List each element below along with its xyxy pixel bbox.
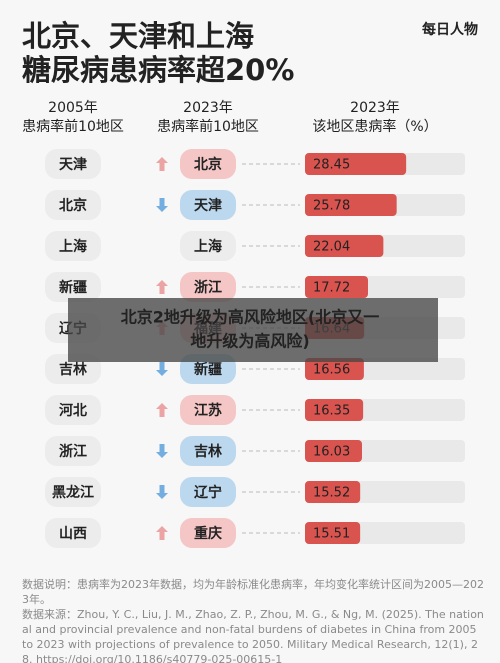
region-2023: 江苏 [194, 402, 222, 419]
change-arrow [156, 403, 168, 417]
footer-source: 数据来源：Zhou, Y. C., Liu, J. M., Zhao, Z. P… [22, 608, 484, 663]
region-2005: 山西 [59, 526, 87, 542]
footer-note: 数据说明：患病率为2023年数据，均为年龄标准化患病率，年均变化率统计区间为20… [22, 578, 484, 606]
value-label: 16.56 [313, 363, 350, 378]
value-label: 25.78 [313, 199, 350, 214]
value-label: 15.51 [313, 527, 350, 542]
region-2005: 浙江 [59, 443, 87, 460]
region-pill [45, 231, 101, 261]
region-pill [180, 149, 236, 179]
column-header: 该地区患病率（%） [312, 118, 437, 135]
change-arrow [156, 280, 168, 294]
region-pill [180, 190, 236, 220]
region-2023: 新疆 [194, 361, 222, 378]
footer: 数据说明：患病率为2023年数据，均为年龄标准化患病率，年均变化率统计区间为20… [22, 577, 484, 663]
region-2023: 重庆 [194, 525, 222, 542]
value-label: 16.35 [313, 404, 350, 419]
bar [305, 358, 364, 380]
region-pill [180, 231, 236, 261]
column-header: 2005年 [48, 100, 98, 116]
region-pill [180, 518, 236, 548]
region-pill [45, 190, 101, 220]
caption-overlay [68, 298, 438, 362]
bar [305, 399, 364, 421]
change-arrow [156, 526, 168, 540]
change-arrow [156, 485, 168, 499]
bar [305, 153, 407, 175]
region-2023: 浙江 [194, 279, 222, 296]
region-2005: 北京 [59, 197, 87, 214]
bar [305, 481, 361, 503]
region-pill [45, 436, 101, 466]
region-2005: 黑龙江 [52, 484, 94, 501]
region-2005: 吉林 [59, 361, 87, 378]
region-pill [180, 395, 236, 425]
change-arrow [156, 444, 168, 458]
change-arrow [156, 198, 168, 212]
region-2023: 上海 [194, 238, 222, 255]
column-header: 2023年 [183, 100, 233, 116]
title-line: 北京、天津和上海 [22, 19, 254, 53]
bar [305, 235, 384, 257]
title-line: 糖尿病患病率超20% [22, 53, 294, 87]
region-pill [45, 395, 101, 425]
region-2023: 辽宁 [194, 484, 222, 501]
region-2005: 上海 [59, 238, 87, 255]
logo: 每日人物 [422, 21, 478, 38]
value-label: 15.52 [313, 486, 350, 501]
region-2005: 新疆 [59, 279, 87, 296]
column-header: 患病率前10地区 [157, 118, 259, 135]
value-label: 22.04 [313, 240, 350, 255]
region-pill [45, 272, 101, 302]
region-2023: 吉林 [194, 443, 222, 460]
bar [305, 276, 369, 298]
region-pill [180, 436, 236, 466]
value-label: 16.03 [313, 445, 350, 460]
caption: 北京2地升级为高风险地区(北京又一 [121, 308, 379, 327]
change-arrow [156, 157, 168, 171]
bar [305, 194, 397, 216]
region-pill [45, 477, 101, 507]
region-pill [45, 149, 101, 179]
region-pill [180, 272, 236, 302]
region-pill [45, 518, 101, 548]
column-header: 2023年 [350, 100, 400, 116]
region-2023: 天津 [194, 197, 222, 214]
column-header: 患病率前10地区 [22, 118, 124, 135]
value-label: 17.72 [313, 281, 350, 296]
bar [305, 440, 362, 462]
region-2005: 天津 [59, 156, 87, 173]
value-label: 28.45 [313, 158, 350, 173]
bar [305, 522, 361, 544]
change-arrow [156, 362, 168, 376]
region-2023: 北京 [194, 156, 222, 173]
caption: 地升级为高风险) [190, 332, 309, 351]
region-2005: 河北 [59, 402, 87, 419]
region-pill [180, 477, 236, 507]
